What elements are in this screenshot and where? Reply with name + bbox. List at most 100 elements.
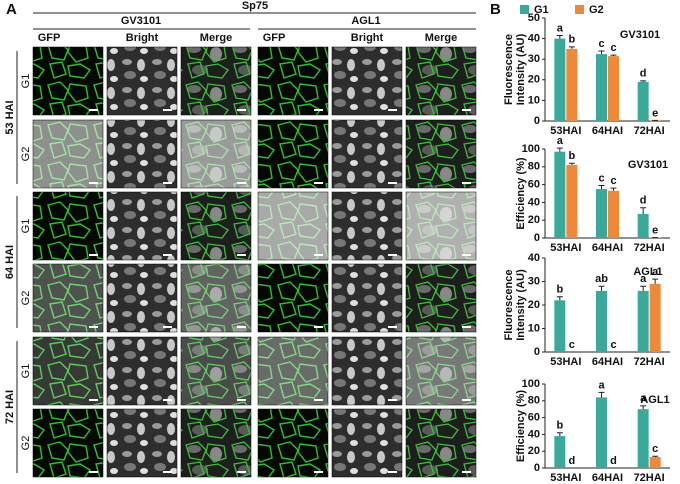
significance-letter: a [652, 266, 659, 278]
micrograph [332, 192, 402, 260]
micrograph-bg [32, 191, 104, 261]
bar [596, 397, 607, 468]
column-label: Bright [126, 32, 159, 44]
y-tick-label: 30 [528, 275, 540, 287]
y-tick-label: 80 [528, 395, 540, 407]
bar [596, 189, 607, 238]
significance-letter: c [569, 339, 575, 351]
micrograph-bg [257, 119, 329, 189]
x-tick-label: 64HAI [592, 242, 623, 254]
row-label: G2 [20, 291, 32, 306]
significance-letter: d [640, 68, 647, 80]
micrograph-bg [257, 336, 329, 406]
y-tick-label: 100 [522, 378, 540, 390]
significance-letter: a [557, 22, 564, 34]
micrograph-bg [257, 191, 329, 261]
x-tick-label: 72HAI [634, 356, 665, 368]
x-tick-label: 53HAI [550, 472, 581, 484]
micrograph [332, 264, 402, 332]
y-axis-label: Fluorescence [503, 34, 515, 105]
significance-letter: c [610, 42, 616, 54]
error-bar [598, 184, 605, 190]
legend-swatch [520, 5, 529, 14]
y-tick-label: 10 [528, 322, 540, 334]
micrograph-bg [106, 119, 178, 189]
row-label: G2 [20, 436, 32, 451]
y-tick-label: 40 [528, 33, 540, 45]
chart-title: GV3101 [620, 29, 660, 41]
group-label: AGL1 [351, 15, 380, 27]
chart-title: GV3101 [628, 159, 668, 171]
significance-letter: a [640, 393, 647, 405]
micrograph-bg [331, 408, 403, 478]
micrograph-bg [405, 46, 477, 116]
error-bar [556, 35, 563, 39]
y-tick-label: 60 [528, 412, 540, 424]
legend-label: G1 [534, 4, 549, 16]
micrograph [33, 264, 103, 332]
legend-label: G2 [589, 4, 604, 16]
micrograph [258, 264, 328, 332]
micrograph-bg [32, 119, 104, 189]
micrograph [406, 120, 476, 188]
y-tick-label: 60 [528, 179, 540, 191]
x-tick-label: 72HAI [634, 472, 665, 484]
group-label: GV3101 [121, 15, 161, 27]
significance-letter: a [640, 273, 647, 285]
significance-letter: c [598, 172, 604, 184]
significance-letter: b [556, 420, 563, 432]
micrograph-bg [32, 46, 104, 116]
error-bar [598, 391, 605, 398]
y-tick-label: 40 [528, 252, 540, 264]
x-tick-label: 72HAI [634, 125, 665, 137]
y-tick-label: 30 [528, 53, 540, 65]
significance-letter: d [568, 455, 575, 467]
significance-letter: a [598, 379, 605, 391]
error-bar [556, 432, 563, 437]
micrograph-bg [257, 408, 329, 478]
bar [554, 300, 566, 352]
panel-label: A [6, 1, 17, 18]
chart-title: AGL1 [633, 266, 662, 278]
error-bar [640, 207, 647, 214]
error-bar [598, 50, 605, 55]
error-bar [568, 162, 575, 166]
bar [637, 290, 649, 352]
micrograph [33, 409, 103, 477]
time-label: 72 HAI [4, 390, 16, 424]
micrograph [406, 337, 476, 405]
y-tick-label: 20 [528, 74, 540, 86]
bar [554, 436, 566, 468]
micrograph [258, 337, 328, 405]
micrograph [107, 47, 177, 115]
significance-letter: c [652, 443, 658, 455]
micrograph-bg [331, 46, 403, 116]
micrograph [406, 192, 476, 260]
error-bar [640, 80, 647, 82]
column-label: Bright [351, 32, 384, 44]
row-label: G1 [20, 364, 32, 379]
error-bar [640, 285, 647, 291]
micrograph [33, 120, 103, 188]
legend-swatch [575, 5, 584, 14]
micrograph-bg [180, 46, 252, 116]
x-tick-label: 53HAI [550, 125, 581, 137]
significance-letter: b [556, 284, 563, 296]
y-tick-label: 80 [528, 161, 540, 173]
y-tick-label: 0 [534, 115, 540, 127]
significance-letter: b [568, 34, 575, 46]
error-bar [556, 147, 563, 152]
micrograph-bg [405, 263, 477, 333]
micrograph [107, 120, 177, 188]
micrograph [258, 409, 328, 477]
bar [637, 213, 649, 238]
micrograph [332, 337, 402, 405]
micrograph [107, 264, 177, 332]
x-tick-label: 53HAI [550, 356, 581, 368]
y-tick-label: 100 [522, 143, 540, 155]
micrograph [107, 409, 177, 477]
y-tick-label: 0 [534, 462, 540, 474]
significance-letter: d [610, 455, 617, 467]
bar [608, 56, 619, 121]
